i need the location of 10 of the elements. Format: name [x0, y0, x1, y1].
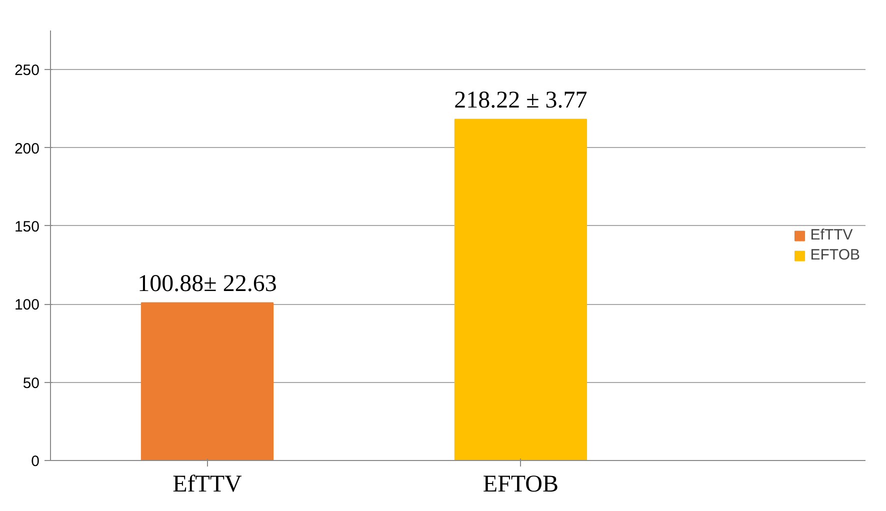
legend-label: EFTOB [810, 246, 860, 264]
legend-label: EfTTV [810, 226, 853, 244]
data-label: 100.88± 22.63 [138, 270, 277, 297]
y-tick-label: 200 [14, 140, 40, 158]
y-tick-label: 100 [14, 296, 40, 314]
y-tick-label: 0 [31, 453, 40, 470]
y-tick-label: 150 [14, 218, 40, 236]
data-label: 218.22 ± 3.77 [454, 87, 588, 114]
y-tick-label: 250 [14, 62, 40, 80]
y-tick-label: 50 [22, 374, 40, 392]
